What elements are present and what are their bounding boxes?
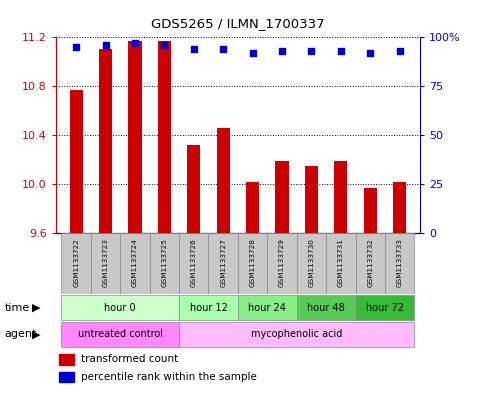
Point (278, 48, 286, 54)
Bar (238, 295, 297, 320)
Text: GSM1133732: GSM1133732 (367, 238, 373, 287)
Bar (326, 233, 355, 294)
Bar (91, 233, 120, 294)
Bar (209, 233, 238, 294)
Text: GSM1133727: GSM1133727 (220, 238, 226, 287)
Point (219, 46, 227, 52)
Bar (364, 188, 377, 233)
Bar (70, 90, 83, 233)
Text: hour 24: hour 24 (248, 303, 286, 313)
Text: ▶: ▶ (32, 329, 41, 340)
Point (249, 50, 256, 56)
Point (190, 46, 198, 52)
Bar (61, 295, 179, 320)
Point (131, 40, 139, 46)
Bar (216, 128, 230, 233)
Text: transformed count: transformed count (81, 354, 178, 364)
Point (366, 50, 374, 56)
Bar (158, 40, 171, 233)
Point (72, 44, 80, 50)
Text: agent: agent (5, 329, 37, 340)
Bar (297, 295, 355, 320)
Point (396, 48, 403, 54)
Text: GSM1133725: GSM1133725 (161, 238, 167, 287)
Text: percentile rank within the sample: percentile rank within the sample (81, 372, 257, 382)
Bar (275, 161, 289, 233)
Bar (120, 233, 150, 294)
Text: hour 48: hour 48 (307, 303, 345, 313)
Bar (385, 233, 414, 294)
Bar (355, 233, 385, 294)
Text: GSM1133724: GSM1133724 (132, 238, 138, 287)
Point (337, 48, 345, 54)
Text: untreated control: untreated control (78, 329, 163, 340)
Text: hour 72: hour 72 (366, 303, 404, 313)
Text: GSM1133726: GSM1133726 (191, 238, 197, 287)
Text: mycophenolic acid: mycophenolic acid (251, 329, 342, 340)
Text: hour 0: hour 0 (104, 303, 136, 313)
Text: GSM1133730: GSM1133730 (309, 238, 314, 287)
Bar (59, 354, 74, 365)
Bar (59, 372, 74, 382)
Bar (334, 161, 347, 233)
Bar (297, 233, 326, 294)
Bar (99, 49, 112, 233)
Bar (238, 233, 267, 294)
Text: GDS5265 / ILMN_1700337: GDS5265 / ILMN_1700337 (151, 17, 325, 30)
Bar (187, 145, 200, 233)
Bar (393, 182, 406, 233)
Bar (61, 322, 179, 347)
Bar (267, 233, 297, 294)
Text: hour 12: hour 12 (189, 303, 227, 313)
Bar (61, 233, 91, 294)
Point (308, 48, 315, 54)
Point (102, 42, 110, 48)
Text: GSM1133731: GSM1133731 (338, 238, 344, 287)
Text: time: time (5, 303, 30, 313)
Point (160, 42, 168, 48)
Text: GSM1133723: GSM1133723 (102, 238, 109, 287)
Text: GSM1133729: GSM1133729 (279, 238, 285, 287)
Bar (150, 233, 179, 294)
Bar (305, 166, 318, 233)
Bar (179, 295, 238, 320)
Text: GSM1133722: GSM1133722 (73, 238, 79, 287)
Bar (179, 322, 414, 347)
Bar (128, 40, 142, 233)
Text: GSM1133733: GSM1133733 (397, 238, 403, 287)
Text: ▶: ▶ (32, 303, 41, 313)
Bar (355, 295, 414, 320)
Bar (246, 182, 259, 233)
Bar (179, 233, 209, 294)
Text: GSM1133728: GSM1133728 (250, 238, 256, 287)
